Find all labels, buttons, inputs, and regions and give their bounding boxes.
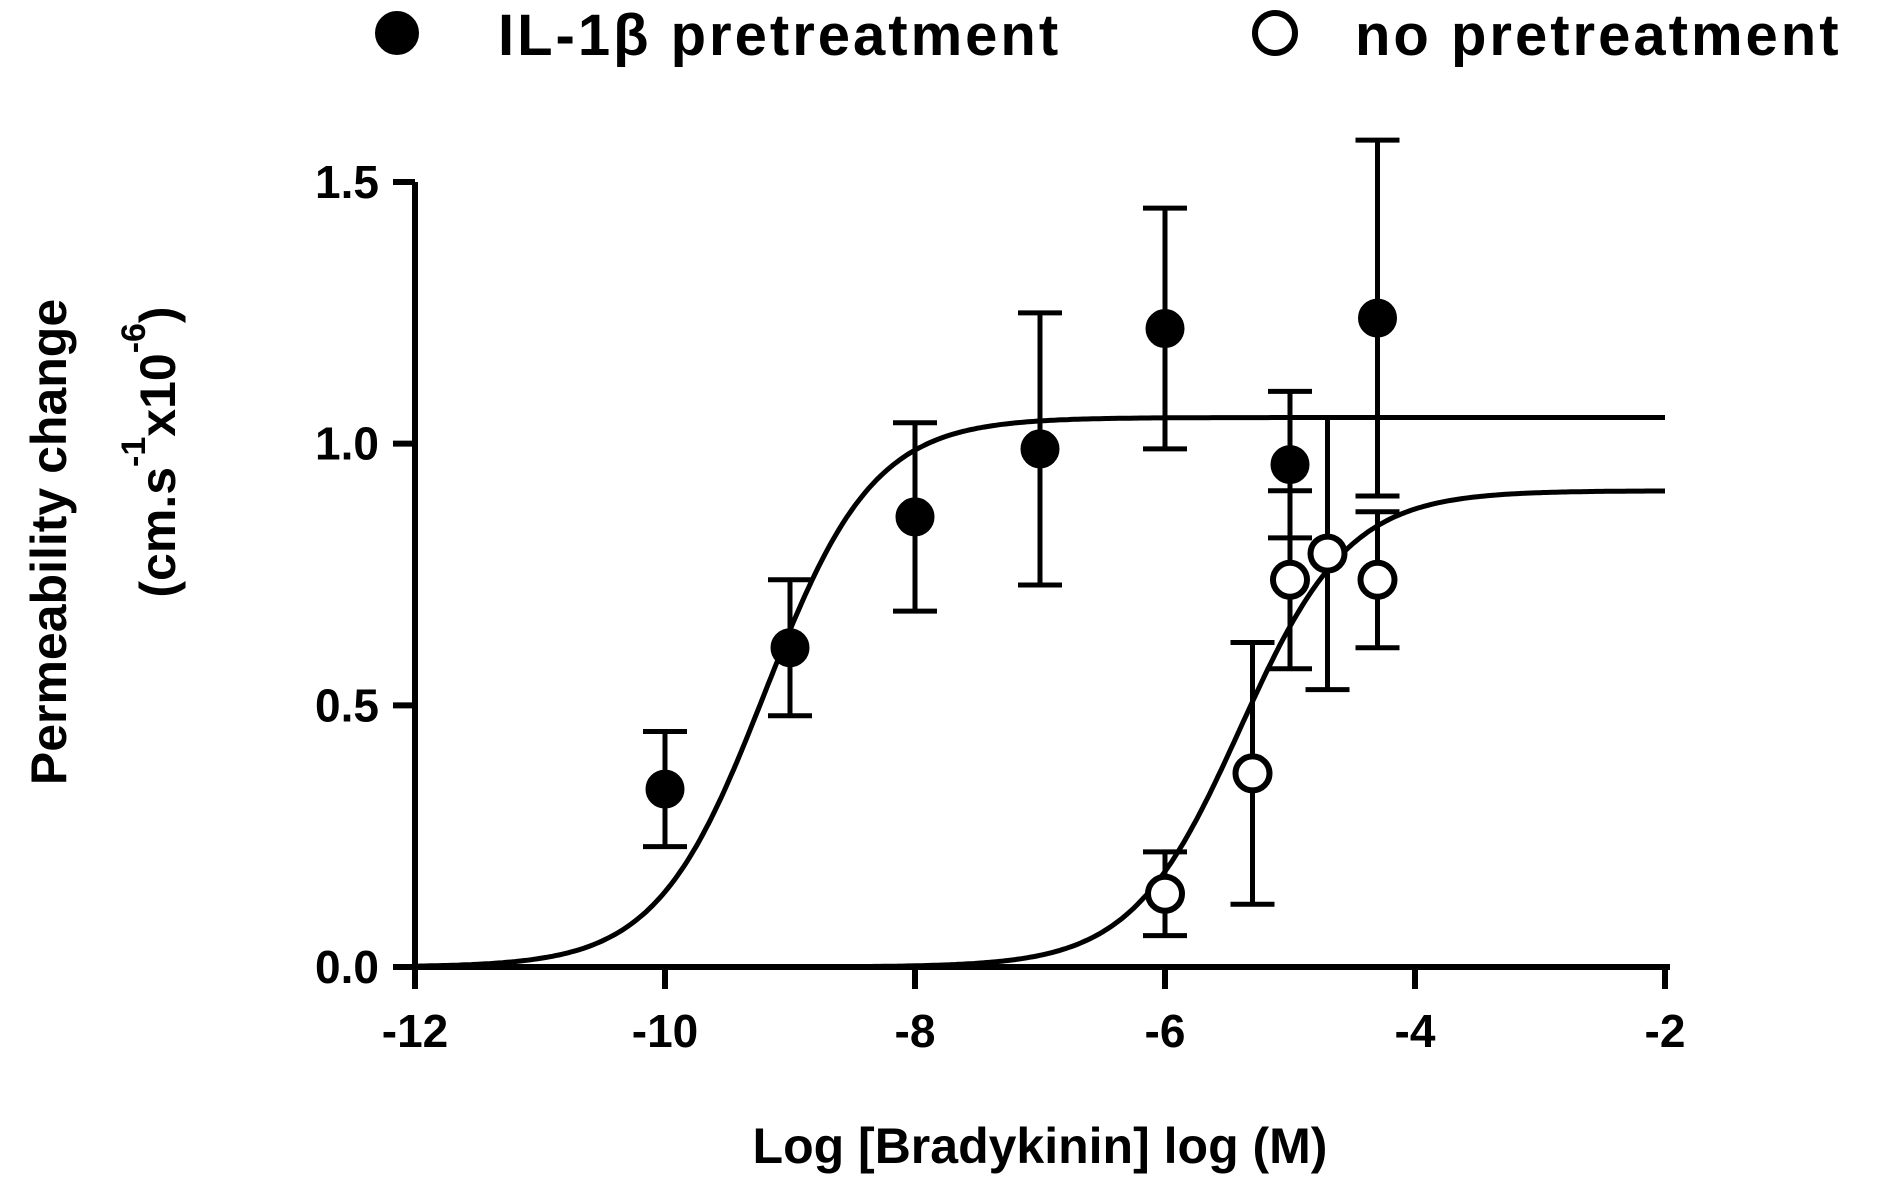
y-unit-base: (cm.s <box>130 467 186 598</box>
data-point-il1b <box>645 769 685 809</box>
legend-marker-no-pretreatment <box>1252 10 1298 56</box>
y-axis-title: Permeability change (cm.s-1x10-6) <box>21 299 186 785</box>
fit-curve-series-1 <box>415 488 1665 970</box>
legend-label-il1b: IL-1β pretreatment <box>498 3 1061 68</box>
data-point-no-pretreatment <box>1232 753 1273 794</box>
data-point-il1b <box>895 497 935 537</box>
data-point-il1b <box>1270 445 1310 485</box>
y-tick-label: 1.0 <box>315 418 379 470</box>
y-tick-label: 0.0 <box>315 941 379 993</box>
data-point-no-pretreatment <box>1270 559 1310 600</box>
x-tick-label: -10 <box>632 1005 698 1057</box>
tick-marks <box>393 179 1668 989</box>
tick-labels: -12 -10 -8 -6 -4 -2 0.0 0.5 1.0 1.5 <box>315 156 1685 1057</box>
plot-area <box>415 137 1665 970</box>
y-unit-close: ) <box>130 306 186 323</box>
y-tick-label: 0.5 <box>315 679 379 731</box>
y-unit-mid: x10 <box>130 353 186 436</box>
data-point-no-pretreatment <box>1307 533 1348 574</box>
x-tick-label: -12 <box>382 1005 448 1057</box>
x-tick-label: -4 <box>1395 1005 1436 1057</box>
data-point-no-pretreatment <box>1145 873 1185 914</box>
data-point-il1b <box>770 628 810 668</box>
y-tick-label: 1.5 <box>315 156 379 208</box>
data-point-il1b <box>1020 429 1060 469</box>
legend-label-no-pretreatment: no pretreatment <box>1355 3 1842 68</box>
legend: IL-1β pretreatment no pretreatment <box>375 3 1842 68</box>
legend-marker-il1b <box>375 11 419 55</box>
x-tick-label: -6 <box>1145 1005 1186 1057</box>
y-axis-title-line2: (cm.s-1x10-6) <box>115 306 186 597</box>
y-unit-exp1: -1 <box>115 437 153 467</box>
data-point-il1b <box>1358 298 1397 338</box>
data-point-il1b <box>1145 309 1185 349</box>
y-unit-exp2: -6 <box>115 323 153 353</box>
x-axis-title: Log [Bradykinin] log (M) <box>753 1118 1328 1174</box>
y-axis-title-line1: Permeability change <box>21 299 77 785</box>
x-tick-label: -2 <box>1645 1005 1686 1057</box>
axes: -12 -10 -8 -6 -4 -2 0.0 0.5 1.0 1.5 <box>315 156 1685 1057</box>
x-tick-label: -8 <box>895 1005 936 1057</box>
data-point-no-pretreatment <box>1357 559 1398 600</box>
